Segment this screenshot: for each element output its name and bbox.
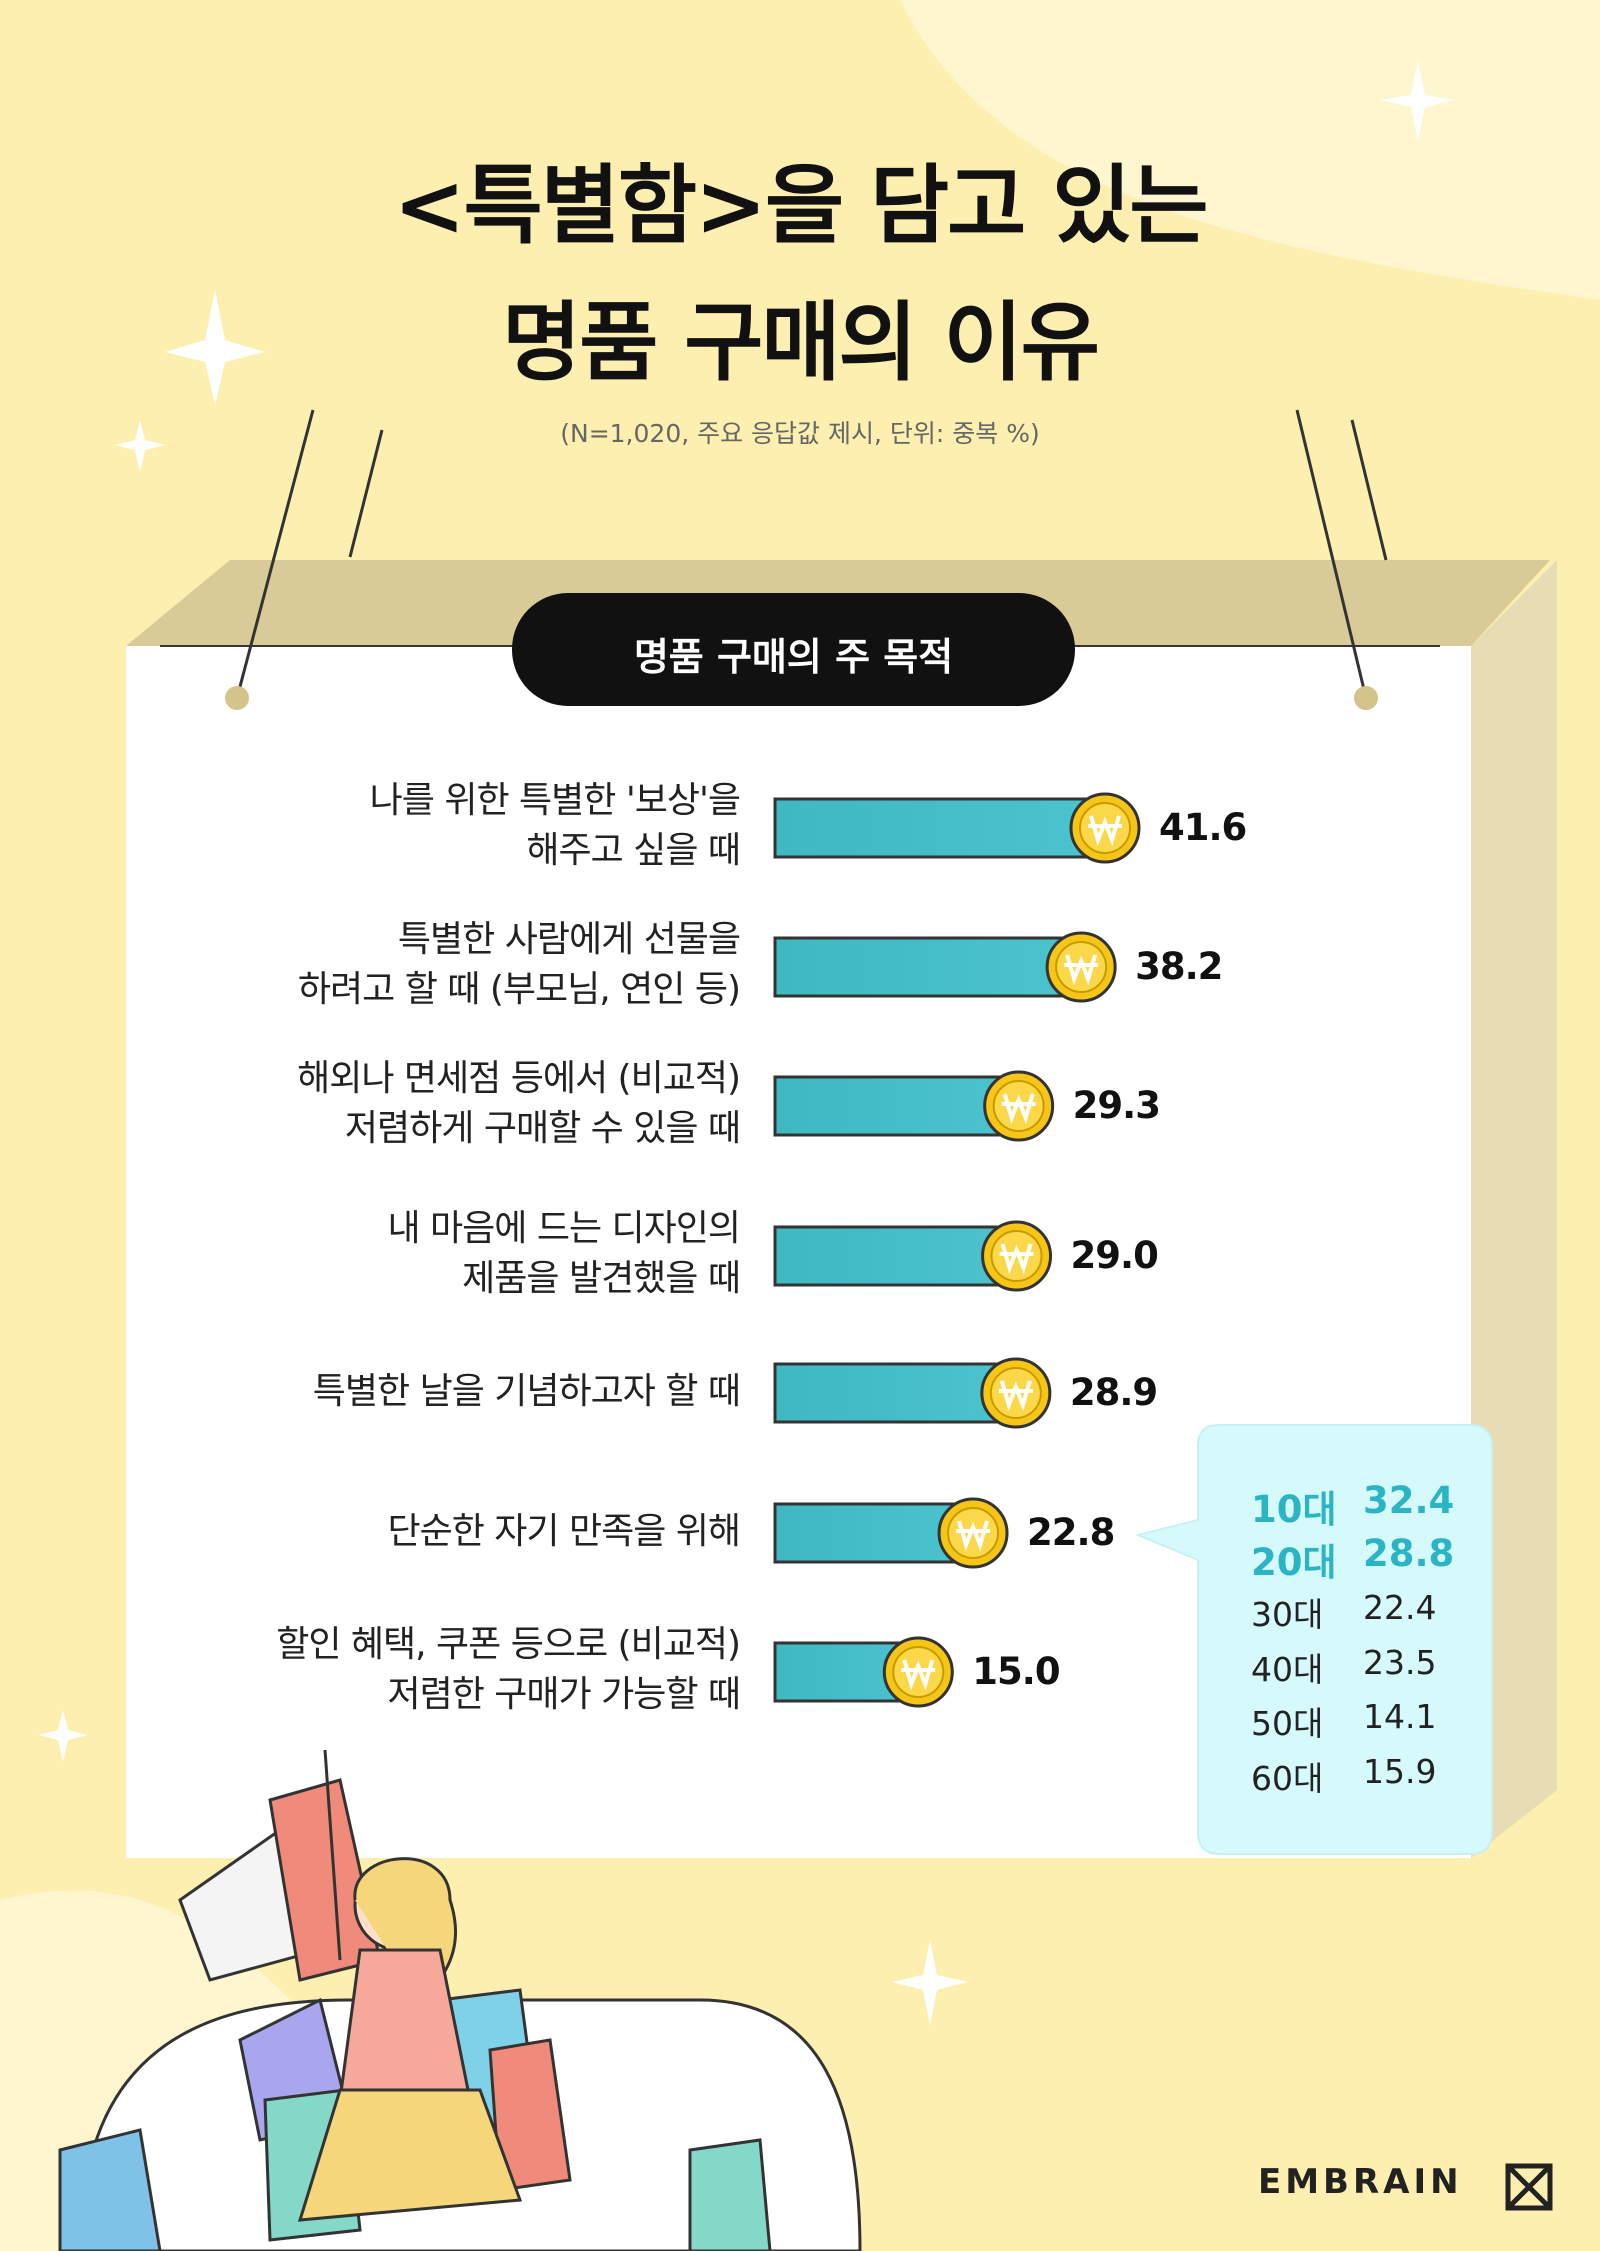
age-value: 28.8 xyxy=(1363,1532,1455,1575)
value-label: 41.6 xyxy=(1159,806,1247,849)
age-label: 50대 xyxy=(1251,1704,1324,1743)
age-value: 32.4 xyxy=(1363,1479,1455,1522)
coin-symbol xyxy=(999,1243,1034,1275)
illustration xyxy=(58,1749,862,2251)
logo-icon xyxy=(1505,2163,1553,2211)
category-label: 할인 혜택, 쿠폰 등으로 (비교적) 저렴한 구매가 가능할 때 xyxy=(276,1624,741,1715)
string xyxy=(1350,419,1388,561)
age-value: 14.1 xyxy=(1363,1697,1437,1736)
string xyxy=(1295,409,1368,699)
subtitle: (N=1,020, 주요 응답값 제시, 단위: 중복 %) xyxy=(560,419,1040,448)
age-value: 15.9 xyxy=(1363,1752,1437,1791)
age-label: 40대 xyxy=(1251,1650,1324,1689)
category-label: 특별한 사람에게 선물을 하려고 할 때 (부모님, 연인 등) xyxy=(297,919,741,1010)
value-label: 29.3 xyxy=(1072,1084,1161,1127)
bar xyxy=(773,936,1083,998)
age-value: 22.4 xyxy=(1363,1588,1437,1627)
category-label: 나를 위한 특별한 '보상'을 해주고 싶을 때 xyxy=(369,780,741,871)
pin xyxy=(1354,686,1378,710)
category-label: 내 마음에 드는 디자인의 제품을 발견했을 때 xyxy=(387,1208,741,1299)
age-label: 60대 xyxy=(1251,1759,1324,1798)
coin-symbol xyxy=(1001,1093,1036,1125)
value-label: 22.8 xyxy=(1027,1511,1115,1554)
category-label: 해외나 면세점 등에서 (비교적) 저렴하게 구매할 수 있을 때 xyxy=(297,1058,741,1149)
coin-symbol xyxy=(998,1380,1033,1412)
bar xyxy=(773,1502,975,1564)
pill xyxy=(512,593,1075,706)
coin-symbol xyxy=(956,1520,991,1552)
bar xyxy=(773,1362,1018,1424)
value-label: 28.9 xyxy=(1069,1371,1158,1414)
coin-symbol xyxy=(1088,815,1122,847)
age-label: 10대 xyxy=(1251,1488,1337,1531)
value-label: 29.0 xyxy=(1070,1234,1159,1277)
age-value: 23.5 xyxy=(1363,1643,1437,1682)
bar xyxy=(773,1225,1019,1287)
coin-symbol xyxy=(1064,954,1099,986)
bar xyxy=(773,1075,1021,1137)
sparkles xyxy=(38,60,1455,2025)
age-label: 30대 xyxy=(1251,1595,1324,1634)
title-line: <특별함>을 담고 있는 xyxy=(393,156,1209,256)
category-label: 단순한 자기 만족을 위해 xyxy=(387,1511,741,1552)
coin-symbol xyxy=(901,1659,936,1691)
chart-title: 명품 구매의 주 목적 xyxy=(633,635,954,679)
category-label: 특별한 날을 기념하고자 할 때 xyxy=(312,1371,741,1412)
age-label: 20대 xyxy=(1251,1541,1337,1584)
title-line: 명품 구매의 이유 xyxy=(502,293,1100,393)
value-label: 15.0 xyxy=(972,1650,1060,1693)
logo: EMBRAIN xyxy=(1258,2162,1463,2202)
age-box xyxy=(1134,1424,1493,1855)
bar xyxy=(773,797,1107,859)
pin xyxy=(225,686,249,710)
string xyxy=(348,429,384,558)
blob xyxy=(900,0,1600,300)
value-label: 38.2 xyxy=(1135,945,1223,988)
string xyxy=(235,409,315,699)
